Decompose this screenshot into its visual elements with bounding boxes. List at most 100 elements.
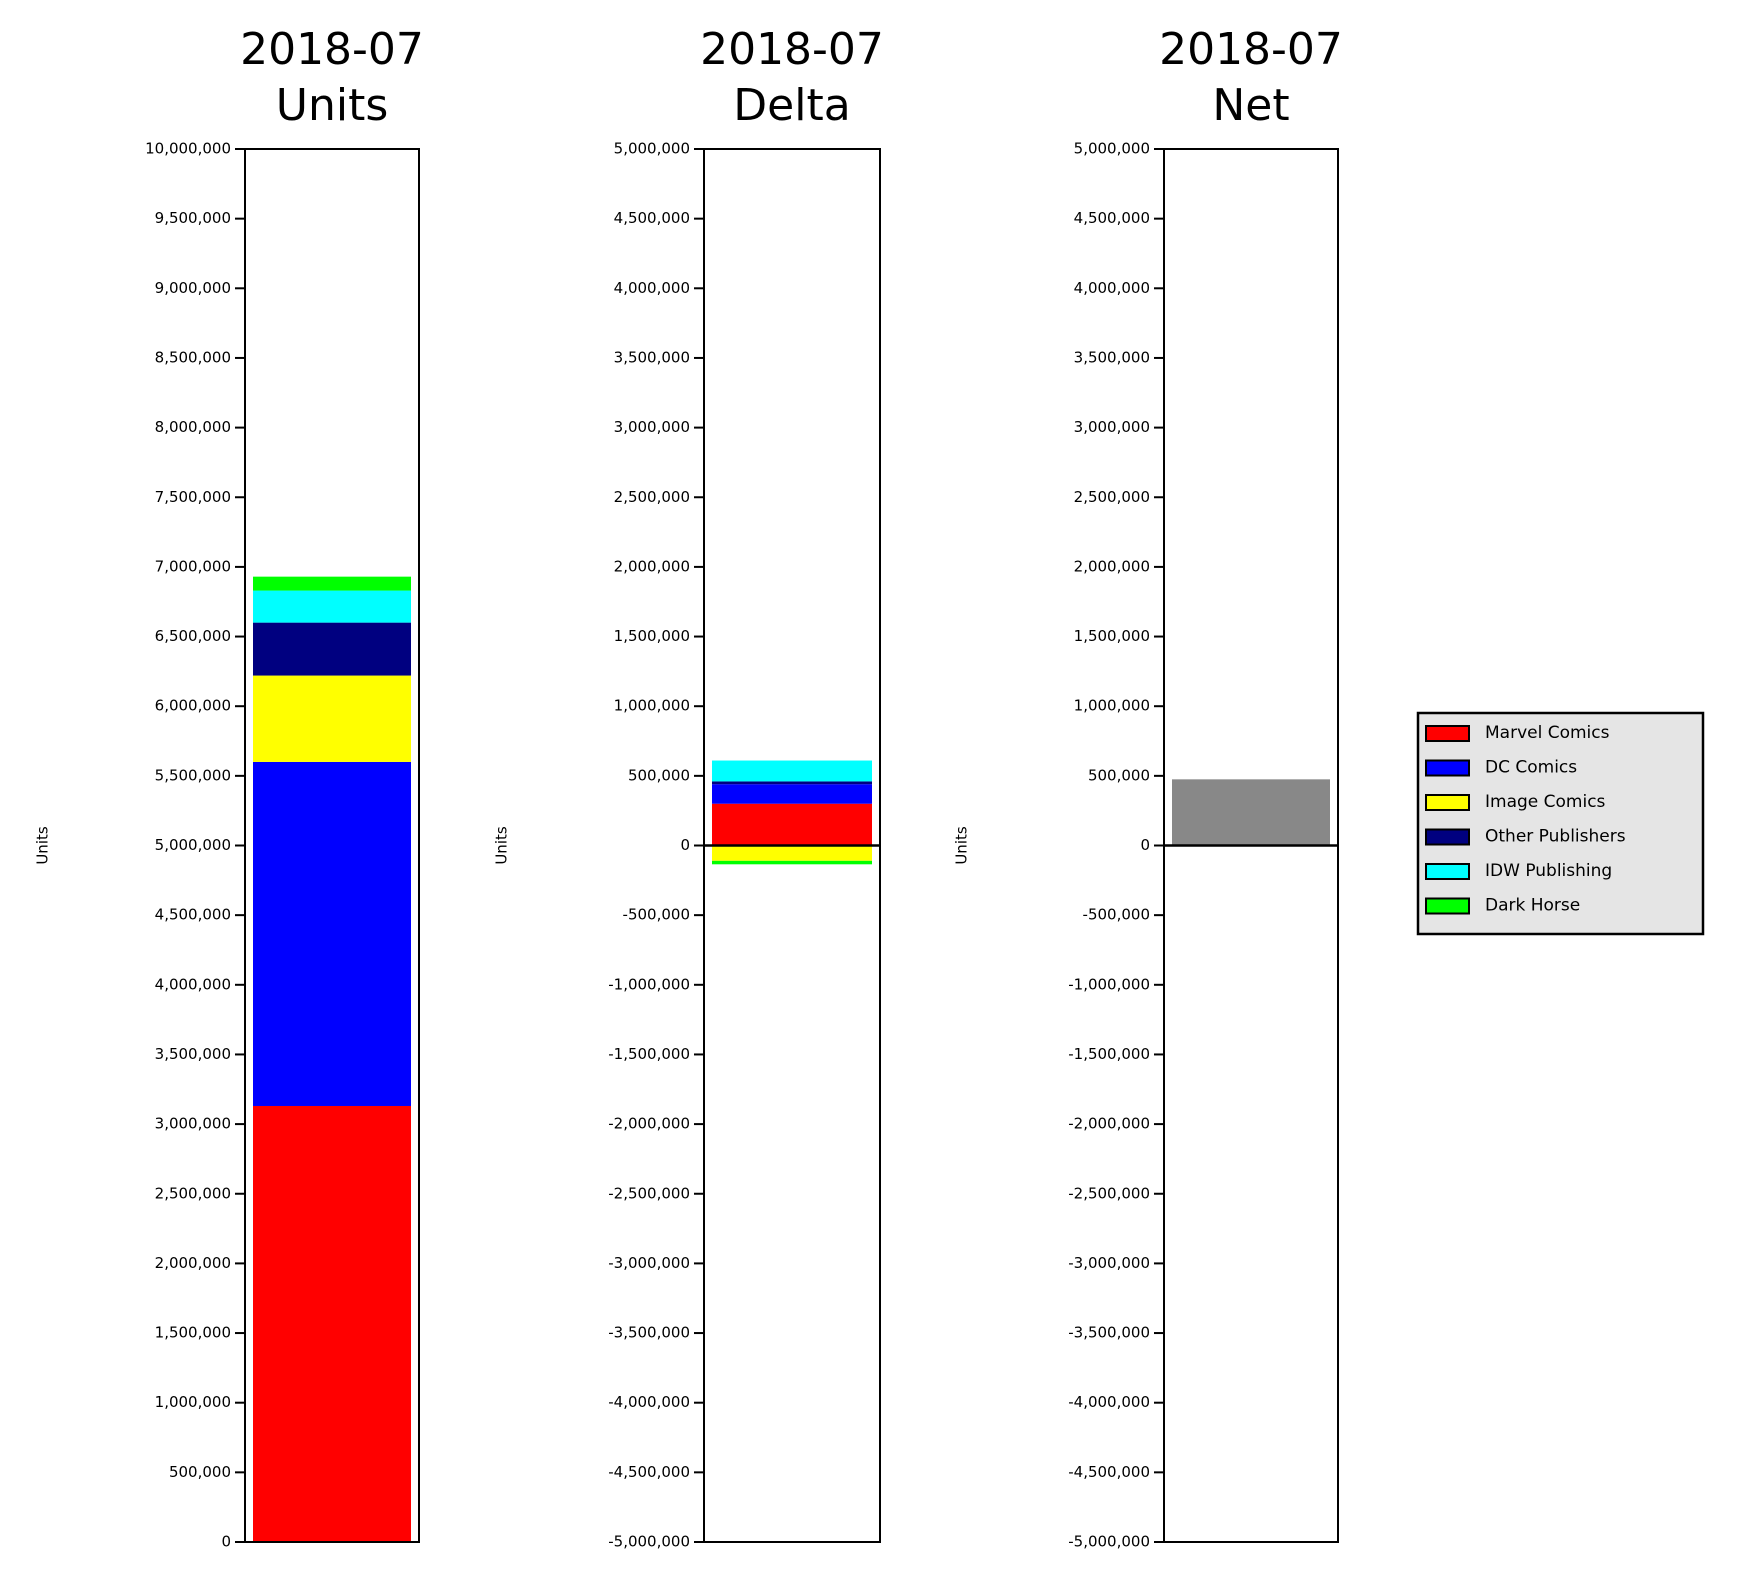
y-tick-label: 10,000,000 bbox=[145, 140, 231, 158]
y-tick-label: 5,000,000 bbox=[1074, 140, 1150, 158]
y-tick-label: 2,000,000 bbox=[614, 557, 690, 575]
chart-title: 2018-07 bbox=[1159, 24, 1343, 75]
y-tick-label: 5,000,000 bbox=[155, 836, 231, 854]
y-tick-label: 3,500,000 bbox=[155, 1045, 231, 1063]
bar-segment bbox=[712, 845, 872, 861]
y-tick-label: 1,500,000 bbox=[614, 627, 690, 645]
y-tick-label: 4,500,000 bbox=[614, 209, 690, 227]
y-tick-label: 500,000 bbox=[628, 766, 690, 784]
y-tick-label: 0 bbox=[1140, 836, 1150, 854]
y-tick-label: 3,500,000 bbox=[1074, 348, 1150, 366]
y-tick-label: 2,000,000 bbox=[1074, 557, 1150, 575]
bar-segment bbox=[712, 860, 872, 865]
y-tick-label: 9,500,000 bbox=[155, 209, 231, 227]
y-tick-label: 8,000,000 bbox=[155, 418, 231, 436]
bar bbox=[1172, 779, 1330, 846]
y-tick-label: -3,000,000 bbox=[608, 1254, 690, 1272]
axes-frame bbox=[244, 148, 420, 1543]
legend-swatch bbox=[1425, 759, 1470, 777]
y-tick-label: -1,000,000 bbox=[1068, 975, 1150, 993]
y-axis-label: Units bbox=[34, 826, 52, 865]
y-axis-label: Units bbox=[953, 826, 971, 865]
bar-segment bbox=[253, 761, 411, 1106]
y-tick-label: -2,000,000 bbox=[608, 1115, 690, 1133]
y-tick-label: 5,500,000 bbox=[155, 766, 231, 784]
y-tick-label: 4,000,000 bbox=[1074, 279, 1150, 297]
chart-subtitle: Delta bbox=[733, 80, 850, 131]
y-tick-label: 0 bbox=[680, 836, 690, 854]
legend-label: Other Publishers bbox=[1485, 827, 1626, 847]
y-axis-label: Units bbox=[493, 826, 511, 865]
y-tick-label: -2,500,000 bbox=[608, 1184, 690, 1202]
y-tick-label: 3,000,000 bbox=[155, 1115, 231, 1133]
y-tick-label: -1,000,000 bbox=[608, 975, 690, 993]
chart-title: 2018-07 bbox=[240, 24, 424, 75]
legend-box bbox=[1416, 711, 1705, 936]
y-tick-label: -1,500,000 bbox=[1068, 1045, 1150, 1063]
y-tick-label: 4,000,000 bbox=[614, 279, 690, 297]
chart-subtitle: Net bbox=[1212, 80, 1289, 131]
bar-segment bbox=[712, 760, 872, 782]
y-tick-label: -5,000,000 bbox=[608, 1533, 690, 1551]
legend-label: Marvel Comics bbox=[1485, 723, 1610, 743]
bar-segment bbox=[712, 781, 872, 785]
bar-segment bbox=[253, 675, 411, 762]
y-tick-label: 4,500,000 bbox=[1074, 209, 1150, 227]
bar-segment bbox=[253, 622, 411, 676]
y-tick-label: 1,000,000 bbox=[614, 697, 690, 715]
y-tick-label: 3,500,000 bbox=[614, 348, 690, 366]
chart-title: 2018-07 bbox=[700, 24, 884, 75]
y-tick-label: 7,500,000 bbox=[155, 488, 231, 506]
legend-swatch bbox=[1425, 794, 1470, 811]
bar-segment bbox=[253, 1105, 411, 1542]
legend-swatch bbox=[1425, 828, 1470, 846]
y-tick-label: 2,500,000 bbox=[155, 1184, 231, 1202]
y-tick-label: 4,500,000 bbox=[155, 906, 231, 924]
y-tick-label: -3,500,000 bbox=[1068, 1324, 1150, 1342]
y-tick-label: -2,500,000 bbox=[1068, 1184, 1150, 1202]
y-tick-label: 3,000,000 bbox=[614, 418, 690, 436]
axes-frame bbox=[703, 148, 881, 1543]
y-tick-label: 8,500,000 bbox=[155, 348, 231, 366]
y-tick-label: -5,000,000 bbox=[1068, 1533, 1150, 1551]
y-tick-label: 6,500,000 bbox=[155, 627, 231, 645]
y-tick-label: 2,500,000 bbox=[1074, 488, 1150, 506]
y-tick-label: -500,000 bbox=[623, 906, 690, 924]
bar-segment bbox=[253, 576, 411, 591]
y-tick-label: -4,000,000 bbox=[1068, 1393, 1150, 1411]
y-tick-label: 3,000,000 bbox=[1074, 418, 1150, 436]
y-tick-label: 6,000,000 bbox=[155, 697, 231, 715]
y-tick-label: 9,000,000 bbox=[155, 279, 231, 297]
y-tick-label: 4,000,000 bbox=[155, 975, 231, 993]
y-tick-label: -2,000,000 bbox=[1068, 1115, 1150, 1133]
y-tick-label: -3,500,000 bbox=[608, 1324, 690, 1342]
legend-swatch bbox=[1425, 863, 1470, 880]
legend-label: IDW Publishing bbox=[1485, 861, 1612, 881]
y-tick-label: -1,500,000 bbox=[608, 1045, 690, 1063]
bar-segment bbox=[712, 784, 872, 804]
axes-frame bbox=[1163, 148, 1339, 1543]
legend-swatch bbox=[1425, 897, 1470, 915]
y-tick-label: 7,000,000 bbox=[155, 557, 231, 575]
legend-label: Image Comics bbox=[1485, 792, 1606, 812]
y-tick-label: -4,500,000 bbox=[608, 1463, 690, 1481]
y-tick-label: 1,000,000 bbox=[1074, 697, 1150, 715]
y-tick-label: -500,000 bbox=[1083, 906, 1150, 924]
y-tick-label: 500,000 bbox=[169, 1463, 231, 1481]
y-tick-label: 1,500,000 bbox=[1074, 627, 1150, 645]
y-tick-label: 500,000 bbox=[1088, 766, 1150, 784]
y-tick-label: 1,000,000 bbox=[155, 1393, 231, 1411]
chart-subtitle: Units bbox=[276, 80, 389, 131]
y-tick-label: -4,500,000 bbox=[1068, 1463, 1150, 1481]
y-tick-label: -4,000,000 bbox=[608, 1393, 690, 1411]
y-tick-label: 2,000,000 bbox=[155, 1254, 231, 1272]
bar-segment bbox=[253, 590, 411, 623]
legend-label: DC Comics bbox=[1485, 758, 1577, 778]
y-tick-label: 2,500,000 bbox=[614, 488, 690, 506]
bar-segment bbox=[712, 803, 872, 846]
legend-label: Dark Horse bbox=[1485, 896, 1580, 916]
y-tick-label: 0 bbox=[221, 1533, 231, 1551]
legend-swatch bbox=[1425, 725, 1470, 742]
